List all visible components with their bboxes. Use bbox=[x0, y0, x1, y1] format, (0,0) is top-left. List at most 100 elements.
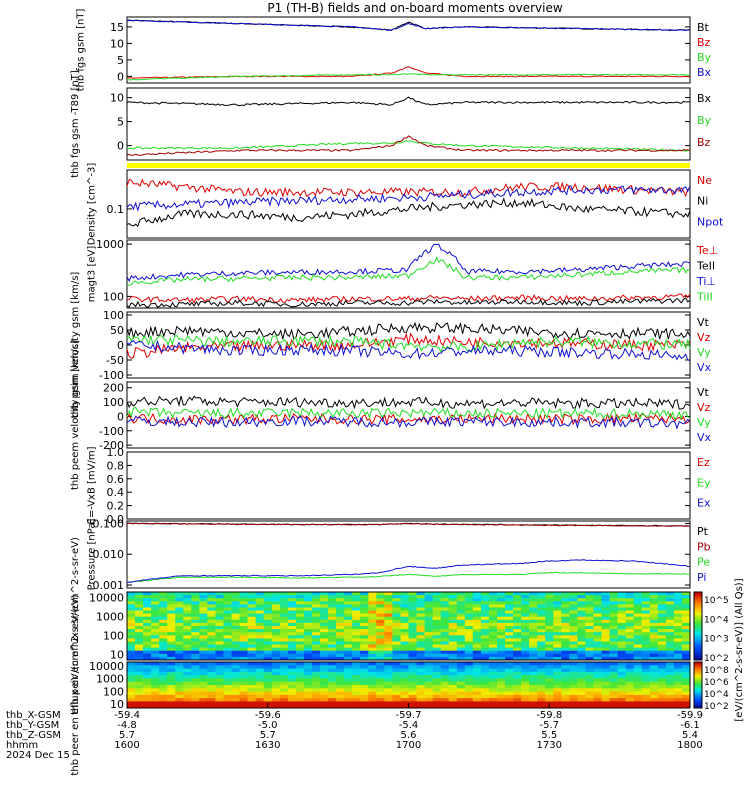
spectrogram-cell bbox=[561, 632, 570, 636]
spectrogram-cell bbox=[673, 626, 683, 630]
spectrogram-cell bbox=[585, 641, 594, 645]
spectrogram-cell bbox=[207, 607, 216, 611]
spectrogram-cell bbox=[577, 607, 586, 611]
spectrogram-cell bbox=[673, 613, 683, 618]
spectrogram-cell bbox=[577, 635, 586, 639]
spectrogram-cell bbox=[167, 704, 176, 709]
spectrogram-cell bbox=[593, 601, 602, 605]
spectrogram-cell bbox=[247, 622, 256, 627]
spectrogram-cell bbox=[143, 662, 152, 666]
spectrogram-cell bbox=[392, 656, 401, 661]
spectrogram-cell bbox=[553, 626, 562, 630]
spectrogram-cell bbox=[497, 626, 506, 630]
spectrogram-cell bbox=[593, 595, 602, 599]
spectrogram-cell bbox=[320, 601, 329, 605]
spectrogram-cell bbox=[456, 629, 466, 633]
colorbar-swatch bbox=[694, 669, 702, 672]
spectrogram-cell bbox=[456, 650, 466, 655]
footer-value: 5.4 bbox=[682, 730, 698, 741]
spectrogram-cell bbox=[529, 601, 538, 605]
spectrogram-cell bbox=[151, 610, 160, 614]
spectrogram-cell bbox=[408, 701, 417, 706]
spectrogram-cell bbox=[159, 675, 168, 679]
spectrogram-cell bbox=[271, 678, 281, 683]
spectrogram-cell bbox=[183, 632, 192, 636]
spectrogram-cell bbox=[271, 694, 281, 699]
spectrogram-cell bbox=[529, 665, 538, 669]
spectrogram-cell bbox=[328, 694, 337, 699]
spectrogram-cell bbox=[553, 629, 562, 633]
spectrogram-cell bbox=[320, 638, 329, 642]
spectrogram-cell bbox=[159, 668, 168, 673]
spectrogram-cell bbox=[553, 665, 562, 669]
spectrogram-cell bbox=[352, 626, 361, 630]
spectrogram-cell bbox=[480, 592, 490, 596]
spectrogram-cell bbox=[247, 632, 256, 636]
spectrogram-cell bbox=[529, 650, 538, 655]
spectrogram-cell bbox=[303, 616, 313, 621]
legend-pi: Pi bbox=[697, 571, 706, 584]
spectrogram-cell bbox=[360, 698, 369, 702]
spectrogram-cell bbox=[633, 678, 643, 683]
spectrogram-cell bbox=[625, 592, 635, 596]
spectrogram-cell bbox=[480, 698, 490, 702]
spectrogram-cell bbox=[255, 595, 265, 599]
legend-ex: Ex bbox=[697, 497, 711, 510]
spectrogram-cell bbox=[408, 691, 417, 696]
spectrogram-cell bbox=[440, 632, 450, 636]
spectrogram-cell bbox=[183, 650, 192, 655]
spectrogram-cell bbox=[279, 632, 289, 636]
spectrogram-cell bbox=[279, 598, 289, 602]
spectrogram-cell bbox=[183, 688, 192, 692]
spectrogram-cell bbox=[537, 688, 546, 692]
spectrogram-cell bbox=[239, 616, 248, 621]
spectrogram-cell bbox=[617, 632, 626, 636]
legend-vt: Vt bbox=[697, 386, 710, 399]
spectrogram-cell bbox=[167, 641, 176, 645]
spectrogram-cell bbox=[207, 685, 216, 689]
spectrogram-cell bbox=[665, 665, 675, 669]
spectrogram-cell bbox=[255, 694, 265, 699]
colorbar-swatch bbox=[694, 663, 702, 666]
spectrogram-cell bbox=[529, 704, 538, 709]
spectrogram-cell bbox=[625, 662, 635, 666]
spectrogram-cell bbox=[553, 656, 562, 661]
spectrogram-cell bbox=[352, 701, 361, 706]
spectrogram-cell bbox=[497, 638, 506, 642]
spectrogram-cell bbox=[521, 688, 530, 692]
spectrogram-cell bbox=[593, 592, 602, 596]
spectrogram-cell bbox=[352, 688, 361, 692]
spectrogram-cell bbox=[569, 675, 578, 679]
spectrogram-cell bbox=[135, 622, 144, 627]
spectrogram-cell bbox=[352, 616, 361, 621]
spectrogram-cell bbox=[682, 662, 691, 666]
spectrogram-cell bbox=[239, 685, 248, 689]
spectrogram-cell bbox=[537, 604, 546, 608]
spectrogram-cell bbox=[303, 694, 313, 699]
spectrogram-cell bbox=[295, 607, 305, 611]
spectrogram-cell bbox=[392, 626, 401, 630]
spectrogram-cell bbox=[448, 613, 458, 618]
spectrogram-cell bbox=[239, 662, 248, 666]
spectrogram-cell bbox=[625, 598, 635, 602]
spectrogram-cell bbox=[577, 685, 586, 689]
spectrogram-cell bbox=[303, 704, 313, 709]
spectrogram-cell bbox=[320, 632, 329, 636]
spectrogram-cell bbox=[255, 671, 265, 676]
spectrogram-cell bbox=[617, 650, 626, 655]
spectrogram-cell bbox=[488, 635, 498, 639]
spectrogram-cell bbox=[231, 619, 240, 624]
spectrogram-cell bbox=[537, 635, 546, 639]
spectrogram-cell bbox=[360, 694, 369, 699]
spectrogram-cell bbox=[408, 610, 417, 614]
spectrogram-cell bbox=[537, 601, 546, 605]
spectrogram-cell bbox=[247, 691, 256, 696]
spectrogram-cell bbox=[585, 613, 594, 618]
spectrogram-cell bbox=[585, 638, 594, 642]
spectrogram-cell bbox=[360, 626, 369, 630]
spectrogram-cell bbox=[408, 704, 417, 709]
y-axis-label: thb fgs gsm [nT] bbox=[76, 9, 87, 92]
spectrogram-cell bbox=[577, 701, 586, 706]
spectrogram-cell bbox=[593, 671, 602, 676]
